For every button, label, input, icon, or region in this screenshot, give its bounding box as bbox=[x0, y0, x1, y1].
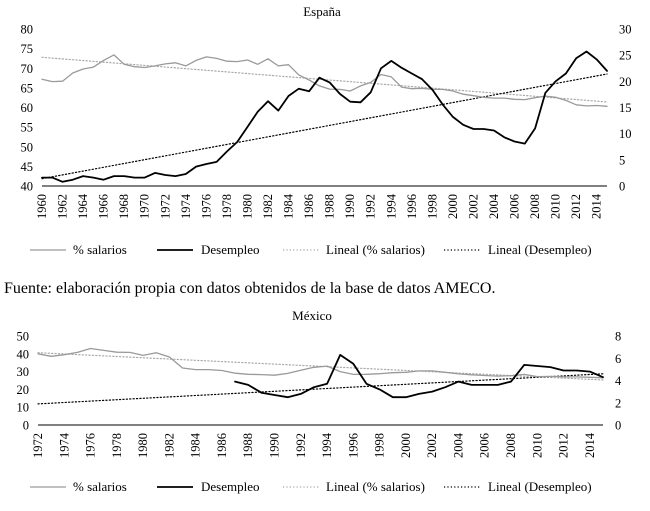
series-line-espana-lineal-desempleo bbox=[41, 73, 608, 180]
x-tick-espana: 1966 bbox=[97, 194, 111, 219]
y-left-tick-mexico: 30 bbox=[17, 365, 30, 379]
x-tick-mexico: 1972 bbox=[31, 433, 45, 458]
y-right-tick-espana: 0 bbox=[619, 180, 625, 194]
x-tick-espana: 2004 bbox=[487, 193, 501, 219]
x-tick-espana: 1996 bbox=[405, 194, 419, 219]
x-tick-mexico: 1980 bbox=[136, 433, 150, 458]
x-tick-espana: 1962 bbox=[56, 194, 70, 219]
y-right-tick-mexico: 8 bbox=[615, 330, 621, 344]
x-tick-espana: 1960 bbox=[35, 194, 49, 219]
x-tick-mexico: 1994 bbox=[320, 432, 334, 458]
series-line-mexico-lineal-desempleo bbox=[37, 373, 604, 405]
x-tick-espana: 1994 bbox=[384, 193, 398, 219]
y-left-tick-espana: 65 bbox=[21, 81, 34, 95]
x-tick-mexico: 2010 bbox=[530, 433, 544, 458]
chart-title-espana: España bbox=[303, 4, 341, 19]
x-tick-espana: 1986 bbox=[302, 194, 316, 219]
legend-label-mexico: Desempleo bbox=[201, 479, 259, 494]
legend-label-espana: % salarios bbox=[73, 242, 127, 257]
x-tick-mexico: 2006 bbox=[478, 433, 492, 458]
x-tick-espana: 1992 bbox=[364, 194, 378, 219]
x-tick-espana: 1978 bbox=[220, 194, 234, 219]
x-tick-mexico: 1988 bbox=[241, 433, 255, 458]
x-tick-mexico: 2012 bbox=[557, 433, 571, 458]
x-tick-espana: 1972 bbox=[158, 194, 172, 219]
x-tick-espana: 1970 bbox=[138, 194, 152, 219]
chart-title-mexico: México bbox=[292, 308, 332, 323]
series-line-mexico-salarios bbox=[37, 347, 604, 379]
y-left-tick-mexico: 20 bbox=[17, 383, 30, 397]
x-tick-mexico: 1998 bbox=[373, 433, 387, 458]
x-tick-espana: 1976 bbox=[199, 194, 213, 219]
x-tick-espana: 1982 bbox=[261, 194, 275, 219]
x-tick-mexico: 1992 bbox=[294, 433, 308, 458]
x-tick-mexico: 1982 bbox=[162, 433, 176, 458]
source-note: Fuente: elaboración propia con datos obt… bbox=[4, 280, 496, 297]
x-tick-espana: 1980 bbox=[240, 194, 254, 219]
x-tick-mexico: 1986 bbox=[215, 433, 229, 458]
series-line-espana-desempleo bbox=[41, 50, 608, 183]
y-right-tick-espana: 5 bbox=[619, 153, 625, 167]
legend-label-espana: Lineal (% salarios) bbox=[326, 242, 425, 257]
x-tick-espana: 1998 bbox=[425, 194, 439, 219]
x-tick-espana: 2010 bbox=[549, 194, 563, 219]
y-right-tick-espana: 10 bbox=[619, 127, 632, 141]
x-tick-espana: 1974 bbox=[179, 193, 193, 219]
y-left-tick-espana: 45 bbox=[21, 160, 34, 174]
x-tick-mexico: 1978 bbox=[110, 433, 124, 458]
y-right-tick-mexico: 2 bbox=[615, 396, 621, 410]
y-left-tick-espana: 55 bbox=[21, 121, 34, 135]
y-left-tick-espana: 70 bbox=[21, 62, 34, 76]
y-right-tick-espana: 30 bbox=[619, 23, 632, 37]
y-right-tick-mexico: 0 bbox=[615, 419, 621, 433]
x-tick-mexico: 2014 bbox=[583, 432, 597, 458]
x-tick-mexico: 1974 bbox=[57, 432, 71, 458]
x-tick-mexico: 2004 bbox=[451, 432, 465, 458]
y-left-tick-mexico: 40 bbox=[17, 347, 30, 361]
y-left-tick-espana: 75 bbox=[21, 42, 34, 56]
x-tick-espana: 2002 bbox=[466, 194, 480, 219]
y-left-tick-espana: 50 bbox=[21, 140, 34, 154]
series-line-espana-salarios bbox=[41, 54, 608, 107]
x-tick-mexico: 1996 bbox=[346, 433, 360, 458]
series-line-mexico-desempleo bbox=[234, 353, 604, 399]
x-tick-mexico: 1990 bbox=[268, 433, 282, 458]
y-right-tick-mexico: 4 bbox=[615, 374, 622, 388]
y-left-tick-mexico: 10 bbox=[17, 401, 30, 415]
x-tick-espana: 1984 bbox=[282, 193, 296, 219]
x-tick-espana: 2006 bbox=[508, 194, 522, 219]
x-tick-mexico: 2000 bbox=[399, 433, 413, 458]
legend-label-mexico: % salarios bbox=[73, 479, 127, 494]
x-tick-espana: 1964 bbox=[76, 193, 90, 219]
x-tick-espana: 2000 bbox=[446, 194, 460, 219]
y-right-tick-espana: 20 bbox=[619, 75, 632, 89]
y-left-tick-mexico: 0 bbox=[23, 419, 29, 433]
x-tick-espana: 1988 bbox=[323, 194, 337, 219]
x-tick-espana: 2012 bbox=[569, 194, 583, 219]
y-right-tick-espana: 15 bbox=[619, 101, 632, 115]
x-tick-mexico: 2002 bbox=[425, 433, 439, 458]
legend-label-mexico: Lineal (% salarios) bbox=[326, 479, 425, 494]
y-left-tick-mexico: 50 bbox=[17, 330, 30, 344]
x-tick-espana: 1990 bbox=[343, 194, 357, 219]
legend-label-mexico: Lineal (Desempleo) bbox=[488, 479, 592, 494]
legend-label-espana: Desempleo bbox=[201, 242, 259, 257]
x-tick-mexico: 2008 bbox=[504, 433, 518, 458]
x-tick-mexico: 1976 bbox=[84, 433, 98, 458]
y-left-tick-espana: 60 bbox=[21, 101, 34, 115]
legend-label-espana: Lineal (Desempleo) bbox=[488, 242, 592, 257]
y-right-tick-espana: 25 bbox=[619, 49, 632, 63]
y-left-tick-espana: 80 bbox=[21, 23, 34, 37]
y-left-tick-espana: 40 bbox=[21, 180, 34, 194]
x-tick-mexico: 1984 bbox=[189, 432, 203, 458]
x-tick-espana: 1968 bbox=[117, 194, 131, 219]
x-tick-espana: 2014 bbox=[590, 193, 604, 219]
x-tick-espana: 2008 bbox=[528, 194, 542, 219]
y-right-tick-mexico: 6 bbox=[615, 352, 621, 366]
